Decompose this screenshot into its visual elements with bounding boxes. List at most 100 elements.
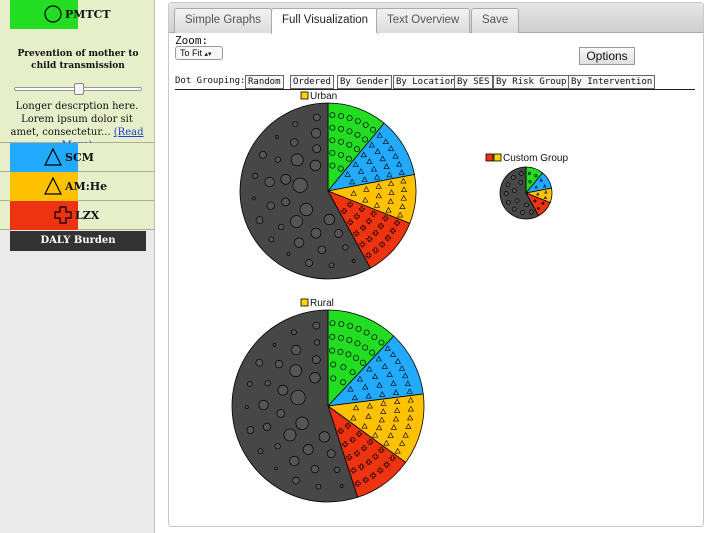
dot-glyph xyxy=(290,138,299,147)
intervention-item-amhe[interactable]: AM:He xyxy=(0,172,154,201)
dot-glyph xyxy=(346,128,353,135)
cross-glyph xyxy=(353,213,360,220)
pie-slice-custom-group-daly-burden[interactable] xyxy=(499,166,540,220)
remove-group-icon[interactable] xyxy=(485,153,494,162)
dot-glyph xyxy=(370,126,376,133)
options-button[interactable]: Options xyxy=(579,47,635,65)
slider-handle[interactable] xyxy=(74,83,84,95)
pie-slice-rural-daly-burden[interactable] xyxy=(231,309,359,503)
tab-full-visualization[interactable]: Full Visualization xyxy=(271,8,380,34)
dot-glyph xyxy=(520,210,525,215)
dot-glyph xyxy=(362,121,369,128)
dot-glyph xyxy=(354,118,361,124)
collapse-toggle-icon[interactable] xyxy=(300,91,309,100)
dot-glyph xyxy=(511,206,517,212)
dot-glyph xyxy=(290,215,303,228)
pie-rural[interactable] xyxy=(231,309,425,503)
tab-simple-graphs[interactable]: Simple Graphs xyxy=(174,8,273,33)
triangle-glyph xyxy=(392,415,400,422)
pmtct-coverage-slider[interactable] xyxy=(14,83,142,95)
tab-text-overview[interactable]: Text Overview xyxy=(376,8,471,33)
dot-glyph xyxy=(337,348,344,355)
dot-glyph xyxy=(255,216,264,225)
dot-glyph xyxy=(340,379,347,386)
zoom-select[interactable]: To Fit ▴▾ xyxy=(175,46,223,60)
cross-glyph xyxy=(383,461,390,468)
dot-glyph xyxy=(354,340,361,347)
lzx-color-swatch xyxy=(10,201,78,230)
cross-glyph xyxy=(350,467,357,474)
dot-glyph xyxy=(378,339,385,346)
circle-icon xyxy=(44,5,62,23)
dot-glyph xyxy=(346,141,353,148)
cross-glyph xyxy=(370,472,377,479)
triangle-glyph xyxy=(396,160,403,167)
dot-glyph xyxy=(329,333,336,340)
cross-glyph xyxy=(365,459,372,465)
dot-glyph xyxy=(272,343,277,347)
triangle-glyph xyxy=(392,389,400,395)
pie-urban[interactable] xyxy=(239,102,417,280)
grouping-by-ses[interactable]: By SES xyxy=(454,75,493,89)
triangle-glyph xyxy=(380,399,387,406)
triangle-glyph xyxy=(348,178,356,185)
triangle-glyph xyxy=(376,132,383,138)
grouping-ordered[interactable]: Ordered xyxy=(290,75,334,89)
dot-glyph xyxy=(246,426,255,434)
triangle-glyph xyxy=(366,365,373,372)
dot-glyph xyxy=(328,262,335,269)
collapse-toggle-icon[interactable] xyxy=(300,298,309,307)
triangle-glyph xyxy=(398,440,406,446)
dot-glyph xyxy=(334,229,343,238)
triangle-glyph xyxy=(350,414,357,421)
dot-glyph xyxy=(329,149,336,156)
triangle-glyph xyxy=(366,402,373,409)
triangle-glyph xyxy=(402,431,409,438)
triangle-glyph xyxy=(361,422,368,429)
intervention-label-pmtct: PMTCT xyxy=(65,8,111,21)
pie-label-custom-group: Custom Group xyxy=(503,153,568,164)
dot-glyph xyxy=(505,199,511,205)
dot-glyph xyxy=(252,196,256,201)
pie-slice-rural-pmtct[interactable] xyxy=(327,309,395,408)
tab-save[interactable]: Save xyxy=(471,8,520,33)
daly-burden-button[interactable]: DALY Burden xyxy=(10,231,146,251)
dot-glyph xyxy=(330,361,337,368)
dot-glyph xyxy=(310,465,320,474)
triangle-glyph xyxy=(539,178,543,182)
dot-glyph xyxy=(244,405,249,409)
main-area: Simple Graphs Full Visualization Text Ov… xyxy=(166,0,709,533)
cross-glyph xyxy=(379,241,385,248)
triangle-glyph xyxy=(366,158,373,164)
intervention-item-lzx[interactable]: LZX xyxy=(0,201,154,230)
dot-glyph xyxy=(291,329,297,336)
dot-glyph xyxy=(305,259,313,267)
triangle-glyph xyxy=(394,398,401,405)
intervention-header-pmtct[interactable]: PMTCT xyxy=(0,0,154,29)
pie-visualization: Urban Custom Group Rural xyxy=(231,91,568,503)
dot-glyph xyxy=(503,191,509,196)
dot-glyph xyxy=(528,180,532,184)
cross-glyph xyxy=(346,454,353,461)
cross-glyph xyxy=(536,207,540,211)
cross-glyph xyxy=(389,227,396,234)
collapse-toggle-icon[interactable] xyxy=(493,153,502,162)
grouping-by-intervention[interactable]: By Intervention xyxy=(568,75,656,89)
pie-custom-group[interactable] xyxy=(499,166,553,220)
dot-glyph xyxy=(264,176,275,188)
dot-glyph xyxy=(274,360,284,369)
grouping-by-gender[interactable]: By Gender xyxy=(337,75,392,89)
triangle-glyph xyxy=(392,152,399,159)
triangle-glyph xyxy=(375,192,382,199)
dot-glyph xyxy=(534,174,538,178)
dot-glyph xyxy=(290,153,304,167)
dot-glyph xyxy=(338,113,345,120)
triangle-glyph xyxy=(407,414,414,421)
intervention-item-pmtct[interactable]: PMTCT Prevention of mother to child tran… xyxy=(0,0,154,151)
dot-glyph xyxy=(292,121,299,128)
intervention-item-scm[interactable]: SCM xyxy=(0,143,154,172)
grouping-by-location[interactable]: By Location xyxy=(393,75,459,89)
triangle-glyph xyxy=(379,155,386,162)
grouping-random[interactable]: Random xyxy=(245,75,284,89)
triangle-glyph xyxy=(362,383,369,390)
